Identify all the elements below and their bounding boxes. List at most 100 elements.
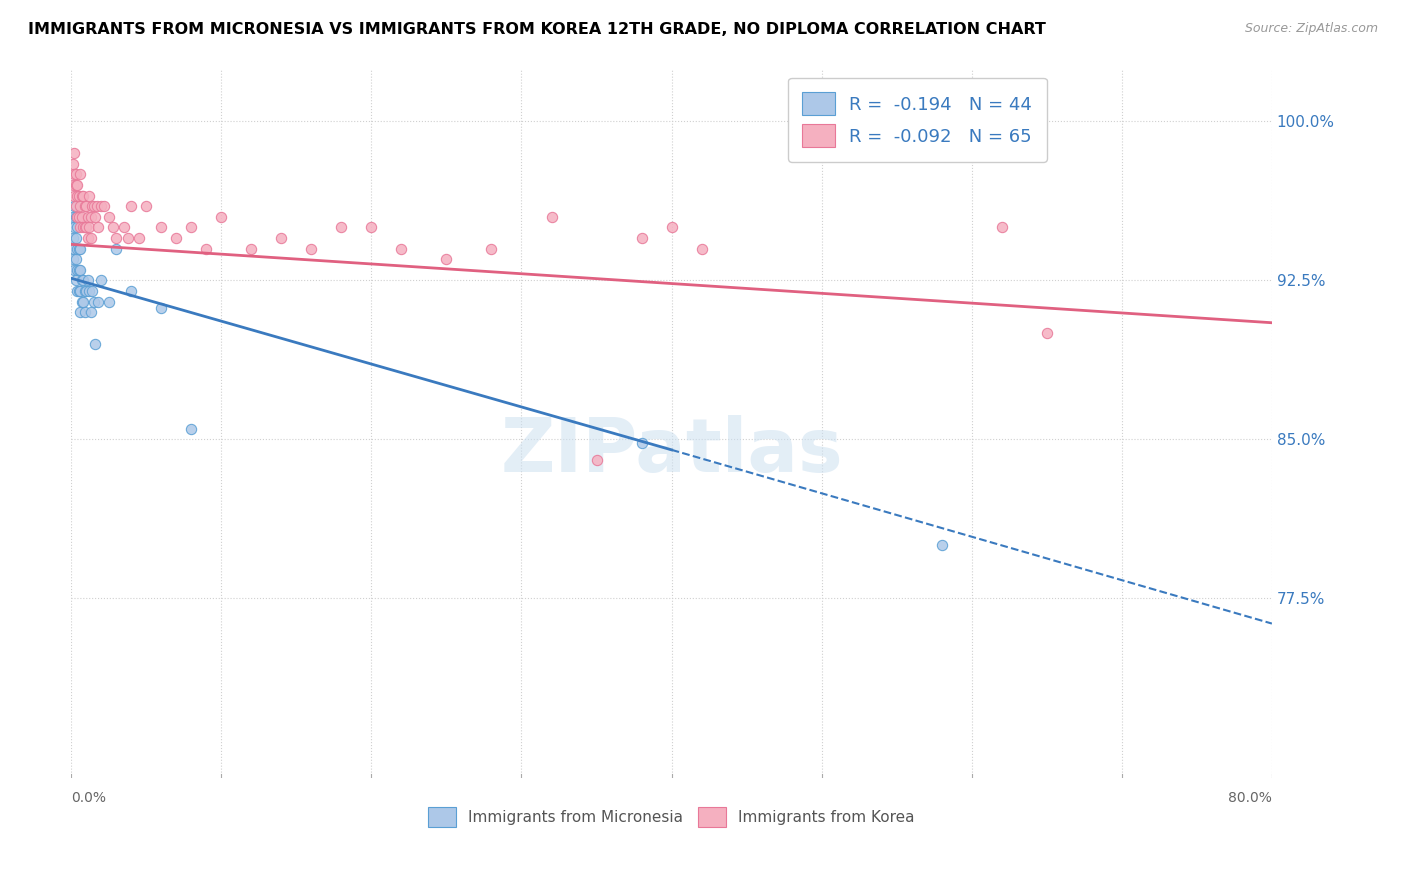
Point: [240, 242, 263, 256]
Point: [83, 294, 105, 309]
Point: [69, 220, 91, 235]
Point: [330, 220, 353, 235]
Point: [391, 242, 413, 256]
Point: [69, 262, 91, 277]
Point: [93, 199, 115, 213]
Point: [75, 220, 97, 235]
Point: [69, 242, 91, 256]
Point: [70, 294, 93, 309]
Point: [80, 210, 103, 224]
Point: [62, 157, 84, 171]
Point: [62, 178, 84, 192]
Point: [103, 220, 125, 235]
Point: [135, 199, 157, 213]
Point: [65, 199, 87, 213]
Point: [70, 273, 93, 287]
Point: [120, 284, 142, 298]
Point: [120, 199, 142, 213]
Point: [67, 284, 90, 298]
Point: [72, 273, 94, 287]
Point: [70, 210, 93, 224]
Point: [77, 220, 100, 235]
Point: [270, 231, 292, 245]
Point: [585, 453, 607, 467]
Point: [481, 242, 503, 256]
Point: [70, 188, 93, 202]
Point: [65, 168, 87, 182]
Point: [65, 273, 87, 287]
Point: [69, 168, 91, 182]
Point: [69, 284, 91, 298]
Point: [67, 188, 90, 202]
Point: [436, 252, 458, 267]
Point: [66, 178, 89, 192]
Point: [65, 231, 87, 245]
Point: [117, 231, 139, 245]
Text: 80.0%: 80.0%: [1227, 791, 1272, 805]
Point: [62, 210, 84, 224]
Text: ZIPatlas: ZIPatlas: [501, 416, 842, 488]
Point: [90, 199, 112, 213]
Point: [65, 210, 87, 224]
Point: [73, 220, 96, 235]
Point: [360, 220, 382, 235]
Point: [209, 210, 232, 224]
Point: [150, 301, 173, 315]
Point: [97, 210, 120, 224]
Point: [76, 210, 98, 224]
Point: [73, 284, 96, 298]
Point: [105, 242, 128, 256]
Point: [63, 220, 86, 235]
Point: [75, 284, 97, 298]
Point: [63, 199, 86, 213]
Point: [63, 168, 86, 182]
Point: [150, 220, 173, 235]
Point: [180, 422, 202, 436]
Point: [931, 538, 953, 552]
Point: [67, 210, 90, 224]
Point: [73, 305, 96, 319]
Point: [66, 210, 89, 224]
Point: [84, 337, 107, 351]
Point: [66, 284, 89, 298]
Point: [77, 188, 100, 202]
Point: [67, 262, 90, 277]
Point: [63, 146, 86, 161]
Point: [661, 220, 683, 235]
Point: [690, 242, 713, 256]
Point: [90, 273, 112, 287]
Point: [97, 294, 120, 309]
Point: [63, 188, 86, 202]
Point: [299, 242, 322, 256]
Point: [105, 231, 128, 245]
Text: 0.0%: 0.0%: [72, 791, 107, 805]
Point: [72, 188, 94, 202]
Point: [63, 262, 86, 277]
Point: [82, 199, 104, 213]
Point: [630, 231, 652, 245]
Point: [72, 294, 94, 309]
Point: [112, 220, 135, 235]
Point: [82, 284, 104, 298]
Point: [69, 305, 91, 319]
Point: [540, 210, 562, 224]
Point: [76, 231, 98, 245]
Point: [66, 188, 89, 202]
Point: [73, 199, 96, 213]
Point: [195, 242, 218, 256]
Text: Source: ZipAtlas.com: Source: ZipAtlas.com: [1244, 22, 1378, 36]
Point: [66, 242, 89, 256]
Text: IMMIGRANTS FROM MICRONESIA VS IMMIGRANTS FROM KOREA 12TH GRADE, NO DIPLOMA CORRE: IMMIGRANTS FROM MICRONESIA VS IMMIGRANTS…: [28, 22, 1046, 37]
Point: [76, 273, 98, 287]
Point: [65, 178, 87, 192]
Point: [75, 199, 97, 213]
Legend: Immigrants from Micronesia, Immigrants from Korea: Immigrants from Micronesia, Immigrants f…: [420, 799, 922, 834]
Point: [62, 231, 84, 245]
Point: [990, 220, 1012, 235]
Point: [165, 231, 187, 245]
Point: [80, 231, 103, 245]
Point: [63, 242, 86, 256]
Point: [65, 252, 87, 267]
Point: [66, 262, 89, 277]
Point: [84, 210, 107, 224]
